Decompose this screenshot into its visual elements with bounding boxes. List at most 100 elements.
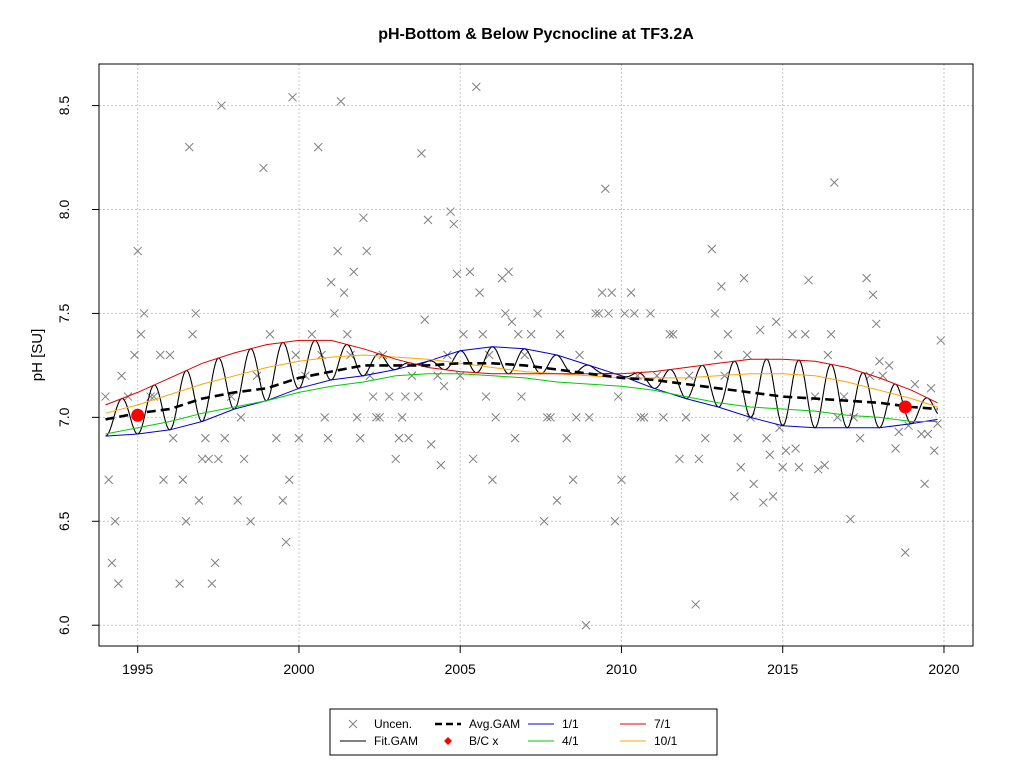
data-point: [426, 440, 436, 449]
data-point: [717, 282, 726, 291]
data-point: [346, 350, 355, 360]
legend-label: 1/1: [562, 717, 579, 731]
data-point: [478, 329, 488, 339]
data-point: [675, 454, 684, 464]
data-point: [352, 413, 362, 422]
data-point: [339, 288, 349, 297]
axes: 1995 2000 2005 2010 2015 2020 6.0 6.5 7.0 7.5 8.0 8…: [56, 96, 960, 677]
data-point: [539, 516, 549, 526]
line-4-1: [105, 373, 938, 435]
data-point: [665, 329, 675, 339]
data-point: [933, 419, 942, 428]
data-point: [691, 600, 700, 609]
data-point: [581, 620, 591, 630]
data-point: [104, 475, 114, 485]
data-point: [368, 392, 378, 401]
data-point: [868, 290, 878, 300]
data-point: [591, 309, 601, 318]
data-point: [394, 433, 404, 443]
data-point: [846, 514, 855, 524]
data-point: [481, 392, 491, 401]
legend-item-w71: 7/1: [620, 717, 671, 731]
data-point: [826, 329, 836, 339]
data-point: [213, 454, 223, 464]
data-point: [294, 433, 304, 443]
data-point: [220, 433, 230, 443]
data-point: [175, 579, 184, 588]
data-point: [855, 433, 865, 443]
data-point: [729, 491, 739, 501]
data-point: [707, 244, 717, 254]
line-7-1: [105, 339, 938, 406]
data-point: [736, 462, 746, 472]
data-point: [342, 329, 352, 339]
data-point: [278, 496, 288, 505]
data-point: [404, 433, 413, 443]
data-point: [920, 479, 929, 489]
data-point: [723, 329, 733, 339]
data-point: [246, 516, 255, 526]
legend-item-fit: Fit.GAM: [340, 734, 418, 748]
data-point: [201, 433, 210, 443]
data-point: [197, 454, 207, 464]
y-tick-label: 6.0: [56, 615, 72, 635]
legend-label: 10/1: [654, 734, 678, 748]
x-tick-label: 1995: [122, 661, 153, 677]
data-point: [607, 288, 617, 297]
x-tick-label: 2020: [928, 661, 959, 677]
x-tick-label: 2010: [606, 661, 637, 677]
data-point: [788, 329, 797, 339]
data-point: [626, 288, 636, 297]
data-point: [449, 219, 459, 229]
data-point: [571, 413, 581, 422]
y-tick-label: 7.5: [56, 303, 72, 323]
data-point: [733, 433, 742, 443]
data-point: [652, 371, 662, 381]
data-point: [604, 309, 613, 318]
y-axis-label: pH [SU]: [29, 329, 46, 382]
data-point: [233, 496, 243, 505]
data-point: [207, 579, 217, 588]
data-point: [484, 350, 494, 360]
data-point: [320, 413, 330, 422]
data-point: [136, 329, 146, 339]
data-point: [407, 371, 417, 381]
plot-frame: [98, 63, 974, 647]
data-point: [130, 350, 139, 360]
data-point: [107, 558, 117, 568]
legend-label: Uncen.: [374, 717, 412, 731]
data-point: [452, 269, 462, 279]
data-point: [517, 392, 526, 401]
data-point: [284, 475, 294, 485]
data-point: [384, 392, 394, 401]
data-point: [265, 329, 275, 339]
data-point: [113, 579, 123, 588]
data-point: [446, 207, 455, 216]
data-point: [929, 446, 939, 455]
data-point: [307, 329, 317, 339]
legend-item-w101: 10/1: [620, 734, 678, 748]
data-point: [475, 288, 484, 297]
data-point: [639, 413, 649, 422]
data-point: [501, 309, 510, 318]
data-point: [236, 413, 246, 422]
data-point: [401, 392, 410, 401]
data-point: [184, 142, 194, 152]
legend-item-uncen: Uncen.: [348, 717, 412, 731]
data-point: [584, 413, 594, 422]
data-point: [620, 309, 630, 318]
data-point: [165, 350, 175, 360]
x-tick-label: 2005: [445, 661, 476, 677]
data-point: [568, 475, 578, 485]
data-point: [742, 350, 752, 360]
data-point: [178, 475, 188, 485]
series-layer: [101, 82, 946, 630]
data-point: [455, 371, 465, 381]
data-point: [762, 433, 771, 443]
data-point: [459, 329, 468, 339]
data-point: [281, 537, 291, 547]
data-point: [159, 475, 168, 485]
data-point: [188, 329, 197, 339]
data-point: [804, 275, 813, 285]
data-point: [210, 558, 220, 568]
